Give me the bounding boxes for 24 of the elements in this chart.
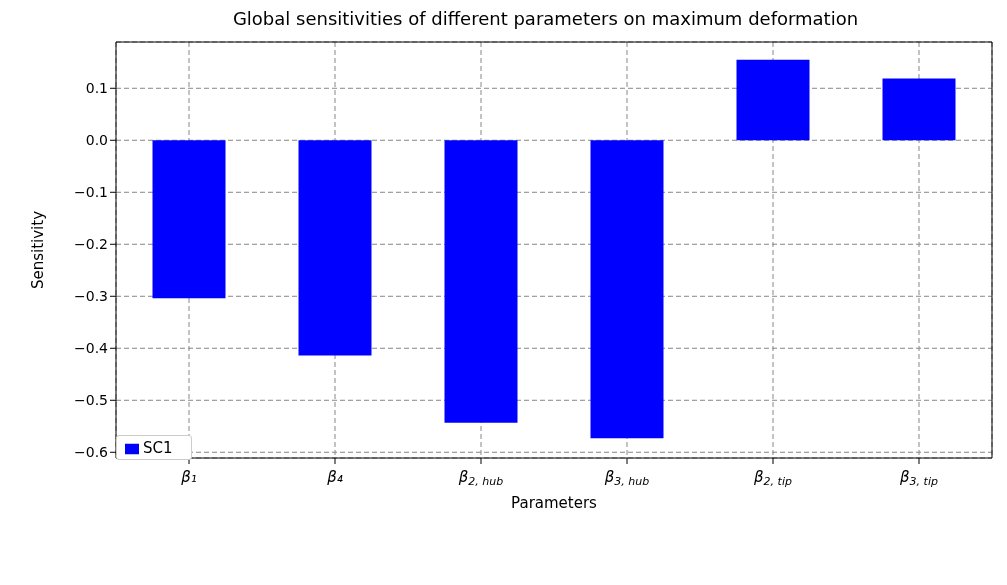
bar [590,140,664,439]
bar [882,78,956,141]
x-tick-label: β₄ [326,468,343,486]
x-tick-label: β$_{2, hub}$ [457,468,504,488]
x-tick-label: β$_{2, tip}$ [753,468,792,488]
bar [736,59,810,141]
y-tick-label: −0.2 [74,236,108,253]
bar [152,140,226,299]
bar [298,140,372,356]
x-tick-label: β$_{3, hub}$ [603,468,650,488]
legend-label: SC1 [143,439,173,457]
y-axis-title: Sensitivity [29,210,48,290]
y-tick-label: −0.5 [74,392,108,409]
x-tick-label: β₁ [180,468,197,486]
chart-title: Global sensitivities of different parameters on maximum deformation [231,8,860,29]
y-tick-label: −0.3 [74,288,108,305]
y-tick-label: 0.0 [85,132,108,149]
y-tick-label: 0.1 [85,80,108,97]
y-tick-label: −0.6 [74,444,109,461]
x-axis-title: Parameters [511,494,598,512]
y-tick-label: −0.1 [74,184,108,201]
x-tick-label: β$_{3, tip}$ [899,468,938,488]
bar [444,140,518,423]
y-tick-label: −0.4 [74,340,109,357]
